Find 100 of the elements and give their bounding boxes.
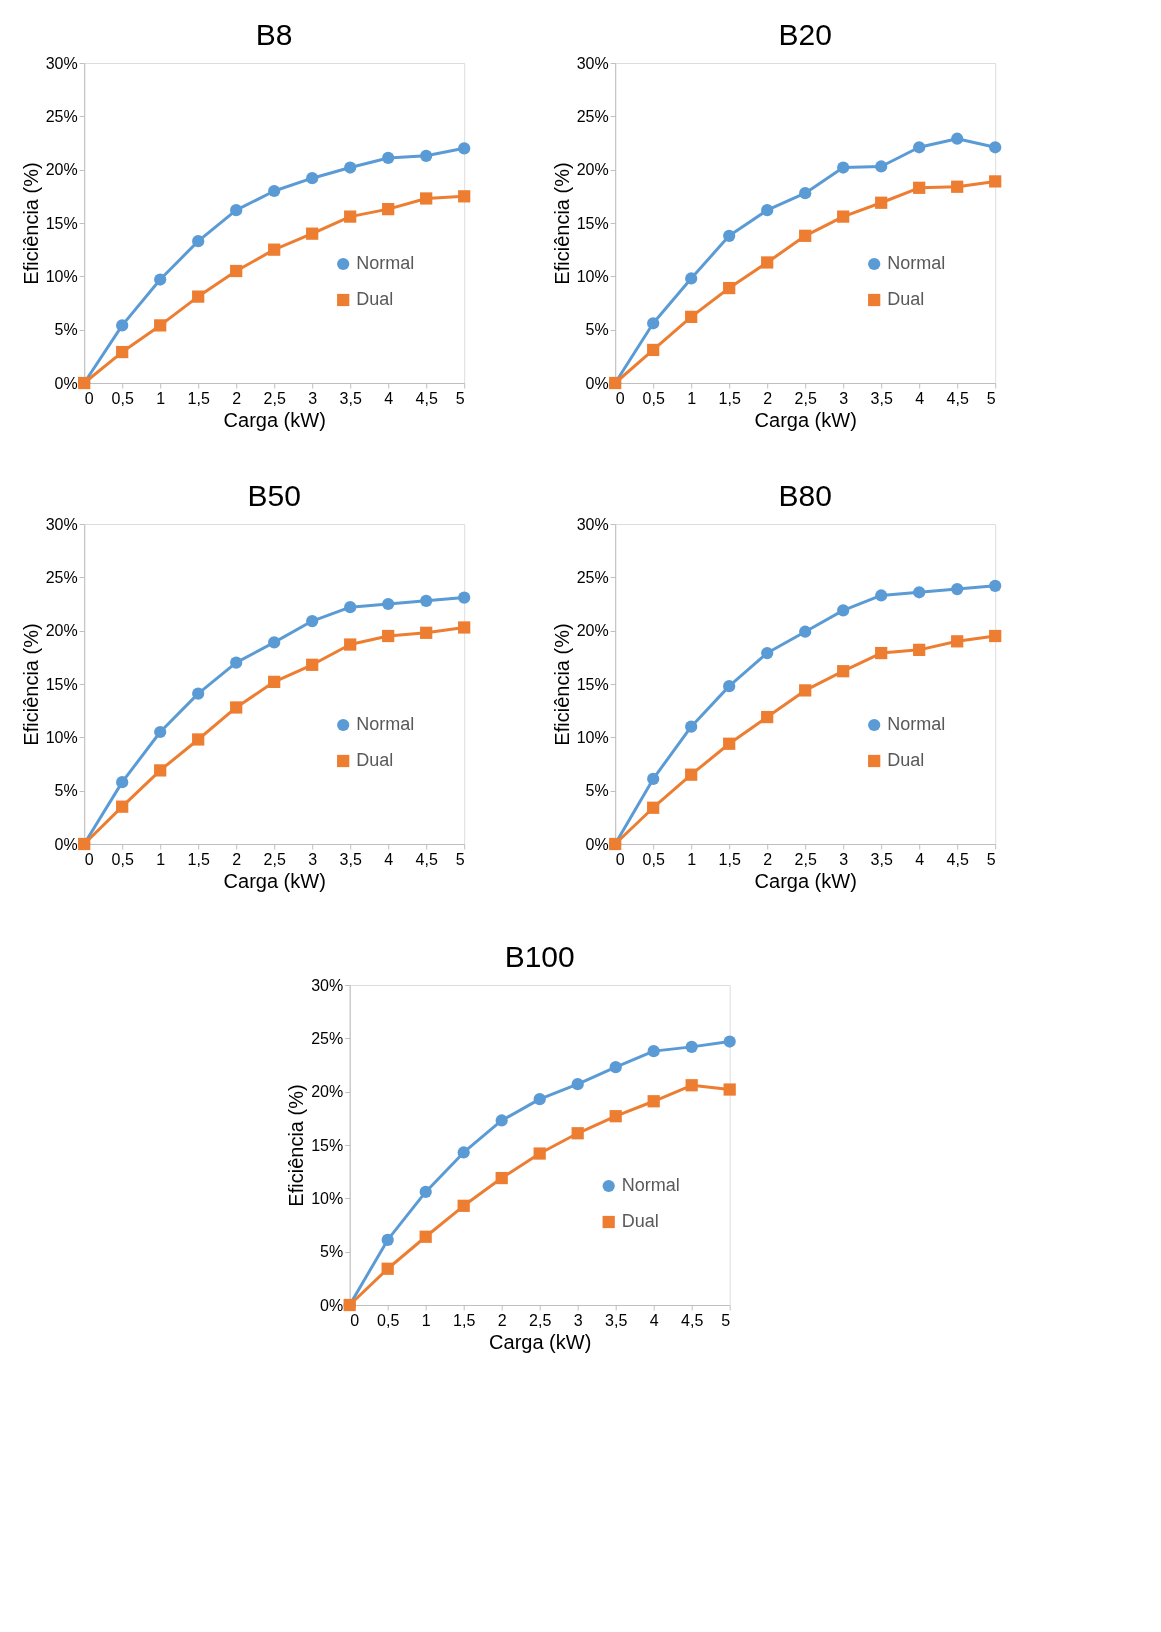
y-tick-label: 10% [576, 728, 609, 746]
point [381, 1262, 394, 1275]
point [268, 636, 281, 649]
x-tick-label: 4,5 [415, 850, 438, 868]
x-tick-label: 3,5 [339, 850, 362, 868]
point [647, 343, 660, 357]
y-tick-label: 10% [45, 267, 78, 285]
point [875, 160, 888, 173]
point [116, 776, 129, 789]
point [116, 319, 129, 332]
point [457, 1146, 470, 1159]
point [989, 175, 1002, 188]
y-tick-label: 0% [585, 374, 609, 392]
x-tick-label: 1,5 [187, 850, 210, 868]
y-tick-label: 30% [576, 515, 609, 533]
point [609, 1061, 622, 1074]
y-tick-label: 20% [45, 622, 78, 640]
x-axis-title: Carga (kW) [489, 1330, 592, 1353]
point [685, 1040, 698, 1053]
y-tick-label: 25% [576, 107, 609, 125]
x-tick-label: 4,5 [681, 1311, 704, 1329]
point [533, 1093, 546, 1106]
y-tick-label: 15% [576, 214, 609, 232]
y-tick-label: 0% [585, 835, 609, 853]
y-tick-label: 20% [45, 161, 78, 179]
x-tick-label: 3,5 [870, 850, 893, 868]
point [951, 132, 964, 145]
y-tick-label: 10% [576, 267, 609, 285]
point [761, 204, 774, 217]
point [192, 290, 205, 303]
x-tick-label: 2,5 [794, 389, 817, 407]
point [723, 737, 736, 750]
x-tick-label: 0 [84, 389, 94, 407]
point [837, 161, 850, 174]
point [344, 638, 357, 651]
y-tick-label: 10% [45, 728, 78, 746]
y-tick-label: 30% [45, 515, 78, 533]
point [495, 1114, 508, 1127]
point [647, 801, 660, 814]
y-tick-label: 15% [45, 675, 78, 693]
x-axis-title: Carga (kW) [223, 869, 326, 892]
point [799, 625, 812, 638]
x-tick-label: 0 [350, 1311, 360, 1329]
y-tick-label: 10% [311, 1189, 344, 1207]
legend-label: Normal [887, 714, 946, 734]
point [685, 272, 698, 285]
x-tick-label: 2 [497, 1311, 507, 1329]
point [154, 273, 167, 286]
y-tick-label: 5% [54, 782, 78, 800]
x-tick-label: 1,5 [718, 850, 741, 868]
point [344, 601, 357, 614]
legend-label: Dual [621, 1211, 659, 1231]
point [761, 710, 774, 724]
point [192, 687, 205, 700]
point [382, 151, 395, 165]
x-tick-label: 2 [763, 850, 773, 868]
x-tick-label: 5 [455, 389, 465, 407]
legend-label: Dual [887, 289, 925, 309]
x-tick-label: 1 [687, 389, 697, 407]
y-tick-label: 25% [45, 107, 78, 125]
point [306, 658, 319, 671]
x-tick-label: 1 [687, 850, 697, 868]
x-tick-label: 0 [84, 850, 94, 868]
x-tick-label: 2,5 [794, 850, 817, 868]
point [989, 579, 1002, 592]
point [230, 656, 243, 669]
point [533, 1147, 546, 1160]
x-tick-label: 4,5 [415, 389, 438, 407]
y-axis-title: Eficiência (%) [550, 162, 573, 285]
x-tick-label: 3 [839, 389, 849, 407]
point [685, 1079, 698, 1092]
x-tick-label: 0,5 [642, 850, 665, 868]
x-tick-label: 1 [156, 850, 166, 868]
y-tick-label: 5% [320, 1243, 344, 1261]
point [458, 142, 471, 155]
point [951, 635, 964, 648]
point [837, 665, 850, 678]
x-axis-title: Carga (kW) [223, 408, 326, 431]
point [230, 204, 243, 217]
x-tick-label: 4 [915, 389, 925, 407]
y-tick-label: 25% [45, 568, 78, 586]
legend-label: Normal [356, 253, 415, 273]
y-tick-label: 5% [585, 782, 609, 800]
y-axis-title: Eficiência (%) [550, 623, 573, 746]
legend-label: Normal [621, 1175, 680, 1195]
point [761, 256, 774, 269]
point [647, 317, 660, 330]
point [913, 643, 926, 656]
x-tick-label: 2,5 [263, 850, 286, 868]
y-tick-label: 0% [54, 374, 78, 392]
x-tick-label: 1 [156, 389, 166, 407]
point [723, 281, 736, 295]
point [306, 227, 319, 240]
x-tick-label: 1,5 [718, 389, 741, 407]
x-tick-label: 0,5 [642, 389, 665, 407]
y-tick-label: 25% [576, 568, 609, 586]
x-tick-label: 4 [384, 389, 394, 407]
point [913, 181, 926, 194]
point [685, 310, 698, 323]
x-tick-label: 5 [986, 389, 996, 407]
